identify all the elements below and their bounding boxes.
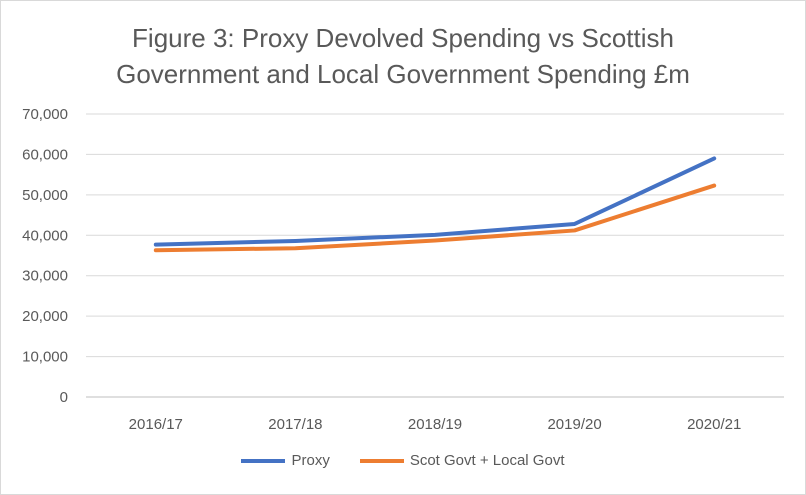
legend-swatch-scot-govt	[359, 458, 404, 463]
legend-label-scot-govt: Scot Govt + Local Govt	[409, 452, 565, 469]
chart-title: Figure 3: Proxy Devolved Spending vs Sco…	[0, 20, 806, 92]
legend-entry-proxy: Proxy	[241, 452, 330, 469]
y-tick-label-2: 20,000	[22, 308, 68, 325]
x-tick-label-0: 2016/17	[129, 416, 183, 433]
series-line-0	[153, 156, 717, 247]
x-tick-label-2: 2018/19	[408, 416, 462, 433]
y-tick-label-6: 60,000	[22, 146, 68, 163]
legend-label-proxy: Proxy	[291, 452, 330, 469]
chart-title-line-2: Government and Local Government Spending…	[116, 59, 690, 89]
legend-swatch-proxy	[241, 458, 286, 463]
chart-title-line-1: Figure 3: Proxy Devolved Spending vs Sco…	[132, 23, 674, 53]
legend-entry-scot-govt: Scot Govt + Local Govt	[359, 452, 565, 469]
legend: Proxy Scot Govt + Local Govt	[0, 452, 806, 469]
y-tick-label-5: 50,000	[22, 187, 68, 204]
x-tick-label-1: 2017/18	[268, 416, 322, 433]
y-tick-label-3: 30,000	[22, 268, 68, 285]
y-tick-label-0: 0	[60, 389, 68, 406]
y-tick-label-7: 70,000	[22, 106, 68, 123]
y-tick-label-1: 10,000	[22, 349, 68, 366]
x-tick-label-3: 2019/20	[547, 416, 601, 433]
x-tick-label-4: 2020/21	[687, 416, 741, 433]
y-tick-label-4: 40,000	[22, 227, 68, 244]
